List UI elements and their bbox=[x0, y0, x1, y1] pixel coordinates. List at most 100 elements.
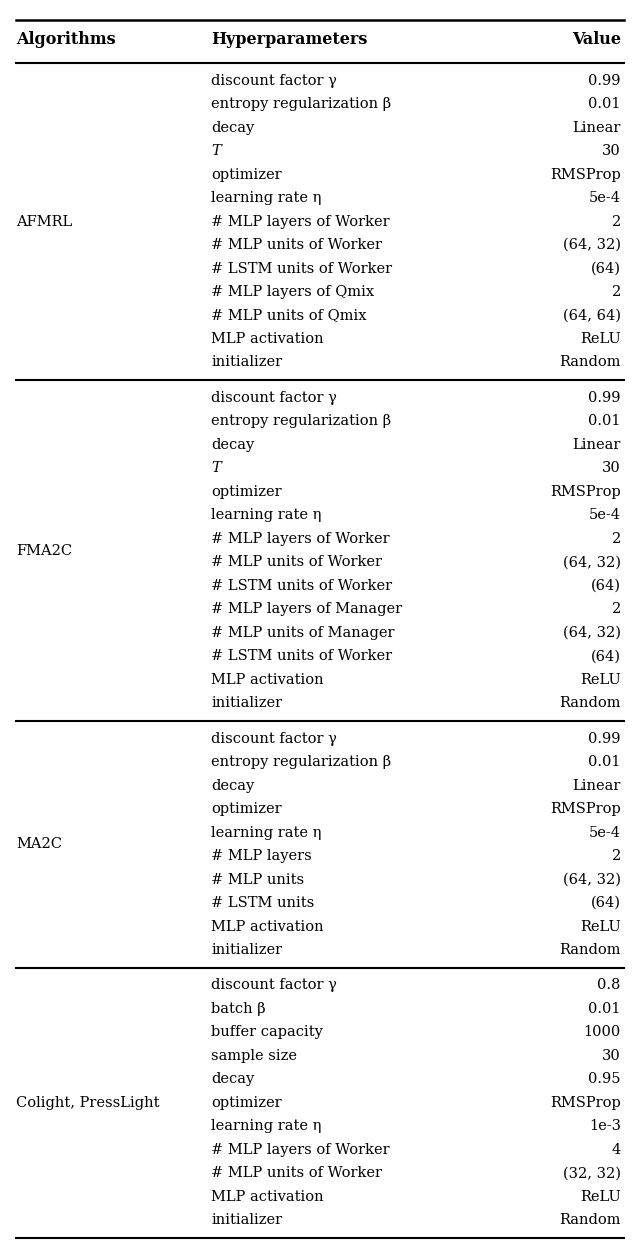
Text: # MLP layers of Worker: # MLP layers of Worker bbox=[211, 215, 390, 229]
Text: # LSTM units of Worker: # LSTM units of Worker bbox=[211, 649, 392, 664]
Text: # MLP units of Worker: # MLP units of Worker bbox=[211, 238, 382, 252]
Text: Hyperparameters: Hyperparameters bbox=[211, 31, 367, 49]
Text: (32, 32): (32, 32) bbox=[563, 1166, 621, 1180]
Text: batch β: batch β bbox=[211, 1003, 266, 1016]
Text: # MLP layers: # MLP layers bbox=[211, 849, 312, 862]
Text: Random: Random bbox=[559, 942, 621, 958]
Text: initializer: initializer bbox=[211, 942, 282, 958]
Text: sample size: sample size bbox=[211, 1049, 297, 1062]
Text: (64): (64) bbox=[591, 896, 621, 910]
Text: # MLP layers of Worker: # MLP layers of Worker bbox=[211, 1142, 390, 1156]
Text: discount factor γ: discount factor γ bbox=[211, 731, 337, 746]
Text: discount factor γ: discount factor γ bbox=[211, 979, 337, 992]
Text: FMA2C: FMA2C bbox=[16, 544, 72, 558]
Text: # MLP layers of Worker: # MLP layers of Worker bbox=[211, 531, 390, 546]
Text: 2: 2 bbox=[612, 531, 621, 546]
Text: # MLP units of Qmix: # MLP units of Qmix bbox=[211, 309, 367, 322]
Text: 0.99: 0.99 bbox=[588, 74, 621, 88]
Text: learning rate η: learning rate η bbox=[211, 825, 321, 840]
Text: decay: decay bbox=[211, 1072, 255, 1086]
Text: Colight, PressLight: Colight, PressLight bbox=[16, 1096, 159, 1110]
Text: discount factor γ: discount factor γ bbox=[211, 391, 337, 405]
Text: Linear: Linear bbox=[572, 438, 621, 452]
Text: (64, 32): (64, 32) bbox=[563, 555, 621, 569]
Text: (64): (64) bbox=[591, 649, 621, 664]
Text: (64, 32): (64, 32) bbox=[563, 238, 621, 252]
Text: MA2C: MA2C bbox=[16, 838, 62, 851]
Text: (64, 32): (64, 32) bbox=[563, 626, 621, 640]
Text: RMSProp: RMSProp bbox=[550, 802, 621, 816]
Text: T: T bbox=[211, 461, 221, 475]
Text: 0.01: 0.01 bbox=[588, 1003, 621, 1016]
Text: 1e-3: 1e-3 bbox=[589, 1119, 621, 1134]
Text: MLP activation: MLP activation bbox=[211, 920, 324, 934]
Text: optimizer: optimizer bbox=[211, 485, 282, 499]
Text: Random: Random bbox=[559, 355, 621, 370]
Text: AFMRL: AFMRL bbox=[16, 215, 72, 229]
Text: MLP activation: MLP activation bbox=[211, 672, 324, 686]
Text: # MLP layers of Qmix: # MLP layers of Qmix bbox=[211, 285, 374, 299]
Text: RMSProp: RMSProp bbox=[550, 1096, 621, 1110]
Text: (64): (64) bbox=[591, 261, 621, 275]
Text: T: T bbox=[211, 144, 221, 159]
Text: 2: 2 bbox=[612, 215, 621, 229]
Text: 0.01: 0.01 bbox=[588, 98, 621, 111]
Text: 2: 2 bbox=[612, 602, 621, 616]
Text: # LSTM units: # LSTM units bbox=[211, 896, 314, 910]
Text: entropy regularization β: entropy regularization β bbox=[211, 755, 391, 769]
Text: Value: Value bbox=[572, 31, 621, 49]
Text: Algorithms: Algorithms bbox=[16, 31, 116, 49]
Text: MLP activation: MLP activation bbox=[211, 1190, 324, 1204]
Text: initializer: initializer bbox=[211, 696, 282, 710]
Text: # MLP units: # MLP units bbox=[211, 872, 305, 886]
Text: entropy regularization β: entropy regularization β bbox=[211, 415, 391, 429]
Text: 30: 30 bbox=[602, 461, 621, 475]
Text: buffer capacity: buffer capacity bbox=[211, 1025, 323, 1040]
Text: learning rate η: learning rate η bbox=[211, 1119, 321, 1134]
Text: initializer: initializer bbox=[211, 355, 282, 370]
Text: ReLU: ReLU bbox=[580, 920, 621, 934]
Text: # LSTM units of Worker: # LSTM units of Worker bbox=[211, 579, 392, 592]
Text: # MLP units of Manager: # MLP units of Manager bbox=[211, 626, 395, 640]
Text: decay: decay bbox=[211, 121, 255, 135]
Text: optimizer: optimizer bbox=[211, 168, 282, 181]
Text: ReLU: ReLU bbox=[580, 672, 621, 686]
Text: 2: 2 bbox=[612, 849, 621, 862]
Text: 0.99: 0.99 bbox=[588, 731, 621, 746]
Text: (64, 32): (64, 32) bbox=[563, 872, 621, 886]
Text: RMSProp: RMSProp bbox=[550, 168, 621, 181]
Text: 0.01: 0.01 bbox=[588, 415, 621, 429]
Text: # MLP layers of Manager: # MLP layers of Manager bbox=[211, 602, 403, 616]
Text: entropy regularization β: entropy regularization β bbox=[211, 98, 391, 111]
Text: MLP activation: MLP activation bbox=[211, 332, 324, 346]
Text: # MLP units of Worker: # MLP units of Worker bbox=[211, 1166, 382, 1180]
Text: (64): (64) bbox=[591, 579, 621, 592]
Text: discount factor γ: discount factor γ bbox=[211, 74, 337, 88]
Text: optimizer: optimizer bbox=[211, 1096, 282, 1110]
Text: Random: Random bbox=[559, 696, 621, 710]
Text: decay: decay bbox=[211, 438, 255, 452]
Text: 0.99: 0.99 bbox=[588, 391, 621, 405]
Text: 4: 4 bbox=[612, 1142, 621, 1156]
Text: 30: 30 bbox=[602, 1049, 621, 1062]
Text: Linear: Linear bbox=[572, 779, 621, 792]
Text: learning rate η: learning rate η bbox=[211, 509, 321, 522]
Text: 2: 2 bbox=[612, 285, 621, 299]
Text: # LSTM units of Worker: # LSTM units of Worker bbox=[211, 261, 392, 275]
Text: (64, 64): (64, 64) bbox=[563, 309, 621, 322]
Text: optimizer: optimizer bbox=[211, 802, 282, 816]
Text: learning rate η: learning rate η bbox=[211, 191, 321, 205]
Text: initializer: initializer bbox=[211, 1214, 282, 1228]
Text: # MLP units of Worker: # MLP units of Worker bbox=[211, 555, 382, 569]
Text: Linear: Linear bbox=[572, 121, 621, 135]
Text: 5e-4: 5e-4 bbox=[589, 509, 621, 522]
Text: decay: decay bbox=[211, 779, 255, 792]
Text: Random: Random bbox=[559, 1214, 621, 1228]
Text: 1000: 1000 bbox=[584, 1025, 621, 1040]
Text: ReLU: ReLU bbox=[580, 332, 621, 346]
Text: 5e-4: 5e-4 bbox=[589, 825, 621, 840]
Text: ReLU: ReLU bbox=[580, 1190, 621, 1204]
Text: RMSProp: RMSProp bbox=[550, 485, 621, 499]
Text: 0.8: 0.8 bbox=[597, 979, 621, 992]
Text: 0.95: 0.95 bbox=[588, 1072, 621, 1086]
